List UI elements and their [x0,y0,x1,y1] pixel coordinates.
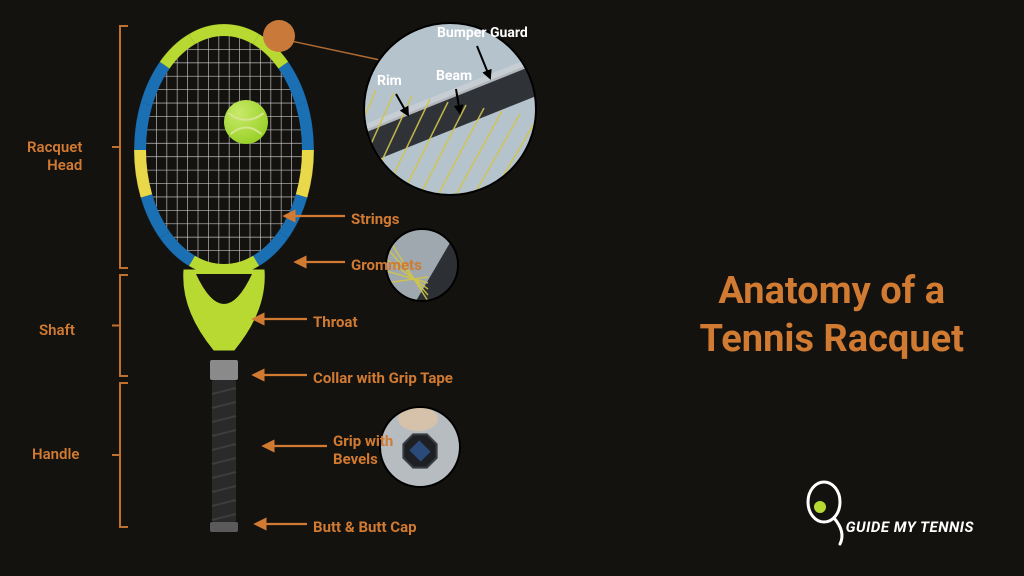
region-brackets [112,26,128,527]
part-label-buttcap: Butt & Butt Cap [313,518,417,536]
title-line2: Tennis Racquet [699,317,964,361]
tennis-ball-icon [224,100,268,144]
part-label-throat: Throat [313,313,358,331]
inset-label-bumper-guard: Bumper Guard [437,25,528,41]
part-label-grip: Grip withBevels [333,432,393,468]
title-line1: Anatomy of a [718,269,945,313]
racquet-illustration [134,24,314,532]
detail-insets [330,23,538,487]
brand-logo: GUIDE MY TENNIS [846,518,974,536]
callout-marker-icon [263,20,380,60]
brand-logo-icon [808,482,842,544]
region-label-handle: Handle [32,445,79,463]
part-label-strings: Strings [351,210,399,228]
inset-label-rim: Rim [377,73,402,89]
region-label-shaft: Shaft [39,321,75,339]
inset-label-beam: Beam [436,68,472,84]
part-label-collar: Collar with Grip Tape [313,369,453,387]
region-label-head: RacquetHead [27,138,82,174]
page-title: Anatomy of a Tennis Racquet [699,268,964,363]
brand-text: GUIDE MY TENNIS [846,518,974,536]
part-label-grommets: Grommets [351,256,422,274]
